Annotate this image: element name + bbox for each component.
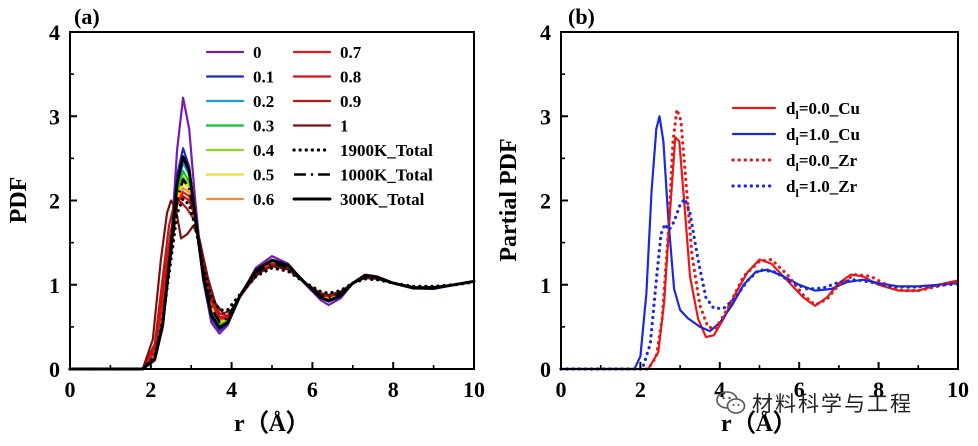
panel-b-y-tick-label-4: 4 <box>540 20 551 45</box>
panel-a-legend-label-10: 1 <box>340 117 349 136</box>
panel-a-legend-label-12: 1000K_Total <box>340 166 433 185</box>
panel-b-series-layer <box>559 107 960 371</box>
panel-b-ticks: 0 2 4 6 8 10 0 1 2 3 4 <box>540 20 969 402</box>
panel-b-x-tick-label-1: 2 <box>635 377 646 402</box>
panel-b-x-axis-title: r（Å） <box>721 410 797 437</box>
panel-b-y-axis-title: Partial PDF <box>496 138 522 261</box>
panel-b-legend-label-1: dl=1.0_Cu <box>786 125 860 148</box>
panel-a-series-line-9 <box>68 199 476 371</box>
panel-a-label: (a) <box>74 4 100 29</box>
panel-a-legend-label-8: 0.8 <box>340 68 361 87</box>
panel-a-series-line-8 <box>68 195 476 371</box>
panel-a-x-tick-label-0: 0 <box>65 377 76 402</box>
panel-a-y-axis-title: PDF <box>6 177 32 224</box>
panel-a-series-line-6 <box>68 186 476 371</box>
panel-a-y-tick-label-4: 4 <box>49 20 60 45</box>
panel-b-y-tick-label-3: 3 <box>540 104 551 129</box>
panel-b-x-tick-label-5: 10 <box>947 377 969 402</box>
panel-b-legend-label-0: dl=0.0_Cu <box>786 99 860 122</box>
panel-b-chart: 0 2 4 6 8 10 0 1 2 3 4 (b) r（Å） Partial PDF dl=0.0… <box>496 4 969 437</box>
panel-a-series-line-10 <box>68 199 476 371</box>
panel-a-y-tick-label-0: 0 <box>49 357 60 382</box>
panel-b-plot-frame <box>560 31 959 370</box>
panel-a-series-line-0 <box>68 96 476 371</box>
panel-b-series-line-0 <box>559 136 960 371</box>
panel-a-x-tick-label-2: 4 <box>226 377 237 402</box>
panel-a-series-line-5 <box>68 180 476 371</box>
panel-a-legend-label-4: 0.4 <box>253 141 275 160</box>
panel-a-legend-label-9: 0.9 <box>340 92 361 111</box>
wechat-icon <box>716 391 746 414</box>
panel-b-legend: dl=0.0_Cu dl=1.0_Cu dl=0.0_Zr dl=1.0_Zr <box>731 99 860 200</box>
panel-a-x-axis-title: r（Å） <box>234 410 310 437</box>
panel-b-series-line-3 <box>559 197 960 371</box>
panel-a-legend-label-2: 0.2 <box>253 92 274 111</box>
panel-a-legend-label-5: 0.5 <box>253 166 274 185</box>
panel-a-series-layer <box>68 96 476 371</box>
panel-a-legend-label-13: 300K_Total <box>340 190 425 209</box>
panel-a-series-line-7 <box>68 191 476 371</box>
panel-a-legend-label-0: 0 <box>253 43 262 62</box>
panel-b-series-line-1 <box>559 115 960 371</box>
watermark: 材料科学与工程 <box>716 388 913 418</box>
panel-b-x-tick-label-2: 4 <box>714 377 725 402</box>
panel-a-legend-label-6: 0.6 <box>253 190 274 209</box>
panel-b-y-tick-label-2: 2 <box>540 189 551 214</box>
panel-a-x-tick-label-5: 10 <box>463 377 485 402</box>
panel-a-legend: 0 0.1 0.2 0.3 0.4 0.5 0.6 0.7 0.8 0.9 1 1900K_Total… <box>205 43 433 209</box>
panel-b-series-line-2 <box>559 107 960 371</box>
panel-a-legend-label-7: 0.7 <box>340 43 362 62</box>
panel-b-legend-label-2: dl=0.0_Zr <box>786 151 858 174</box>
watermark-text: 材料科学与工程 <box>752 392 913 416</box>
panel-a-legend-label-3: 0.3 <box>253 117 274 136</box>
panel-a-y-tick-label-3: 3 <box>49 104 60 129</box>
panel-a-x-tick-label-1: 2 <box>145 377 156 402</box>
panel-a-series-line-11 <box>68 197 476 371</box>
panel-a-y-tick-label-1: 1 <box>49 273 60 298</box>
panel-b-x-tick-label-4: 8 <box>873 377 884 402</box>
panel-a-x-tick-label-3: 6 <box>307 377 318 402</box>
panel-b-legend-label-3: dl=1.0_Zr <box>786 177 858 200</box>
panel-a-legend-label-11: 1900K_Total <box>340 141 433 160</box>
panel-a-x-tick-label-4: 8 <box>388 377 399 402</box>
panel-b-label: (b) <box>568 4 595 29</box>
panel-a-legend-label-1: 0.1 <box>253 68 274 87</box>
panel-a-series-line-13 <box>68 155 476 371</box>
panel-b-x-tick-label-3: 6 <box>794 377 805 402</box>
panel-b-y-tick-label-1: 1 <box>540 273 551 298</box>
panel-a-y-tick-label-2: 2 <box>49 189 60 214</box>
panel-b-x-tick-label-0: 0 <box>556 377 567 402</box>
panel-b-y-tick-label-0: 0 <box>540 357 551 382</box>
